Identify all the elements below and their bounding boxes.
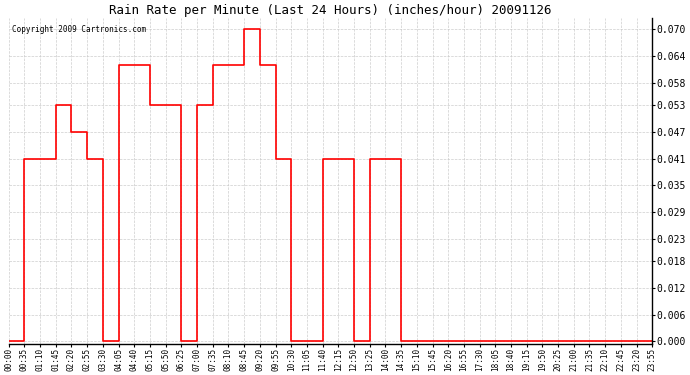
Text: Copyright 2009 Cartronics.com: Copyright 2009 Cartronics.com bbox=[12, 25, 146, 34]
Title: Rain Rate per Minute (Last 24 Hours) (inches/hour) 20091126: Rain Rate per Minute (Last 24 Hours) (in… bbox=[109, 4, 552, 17]
